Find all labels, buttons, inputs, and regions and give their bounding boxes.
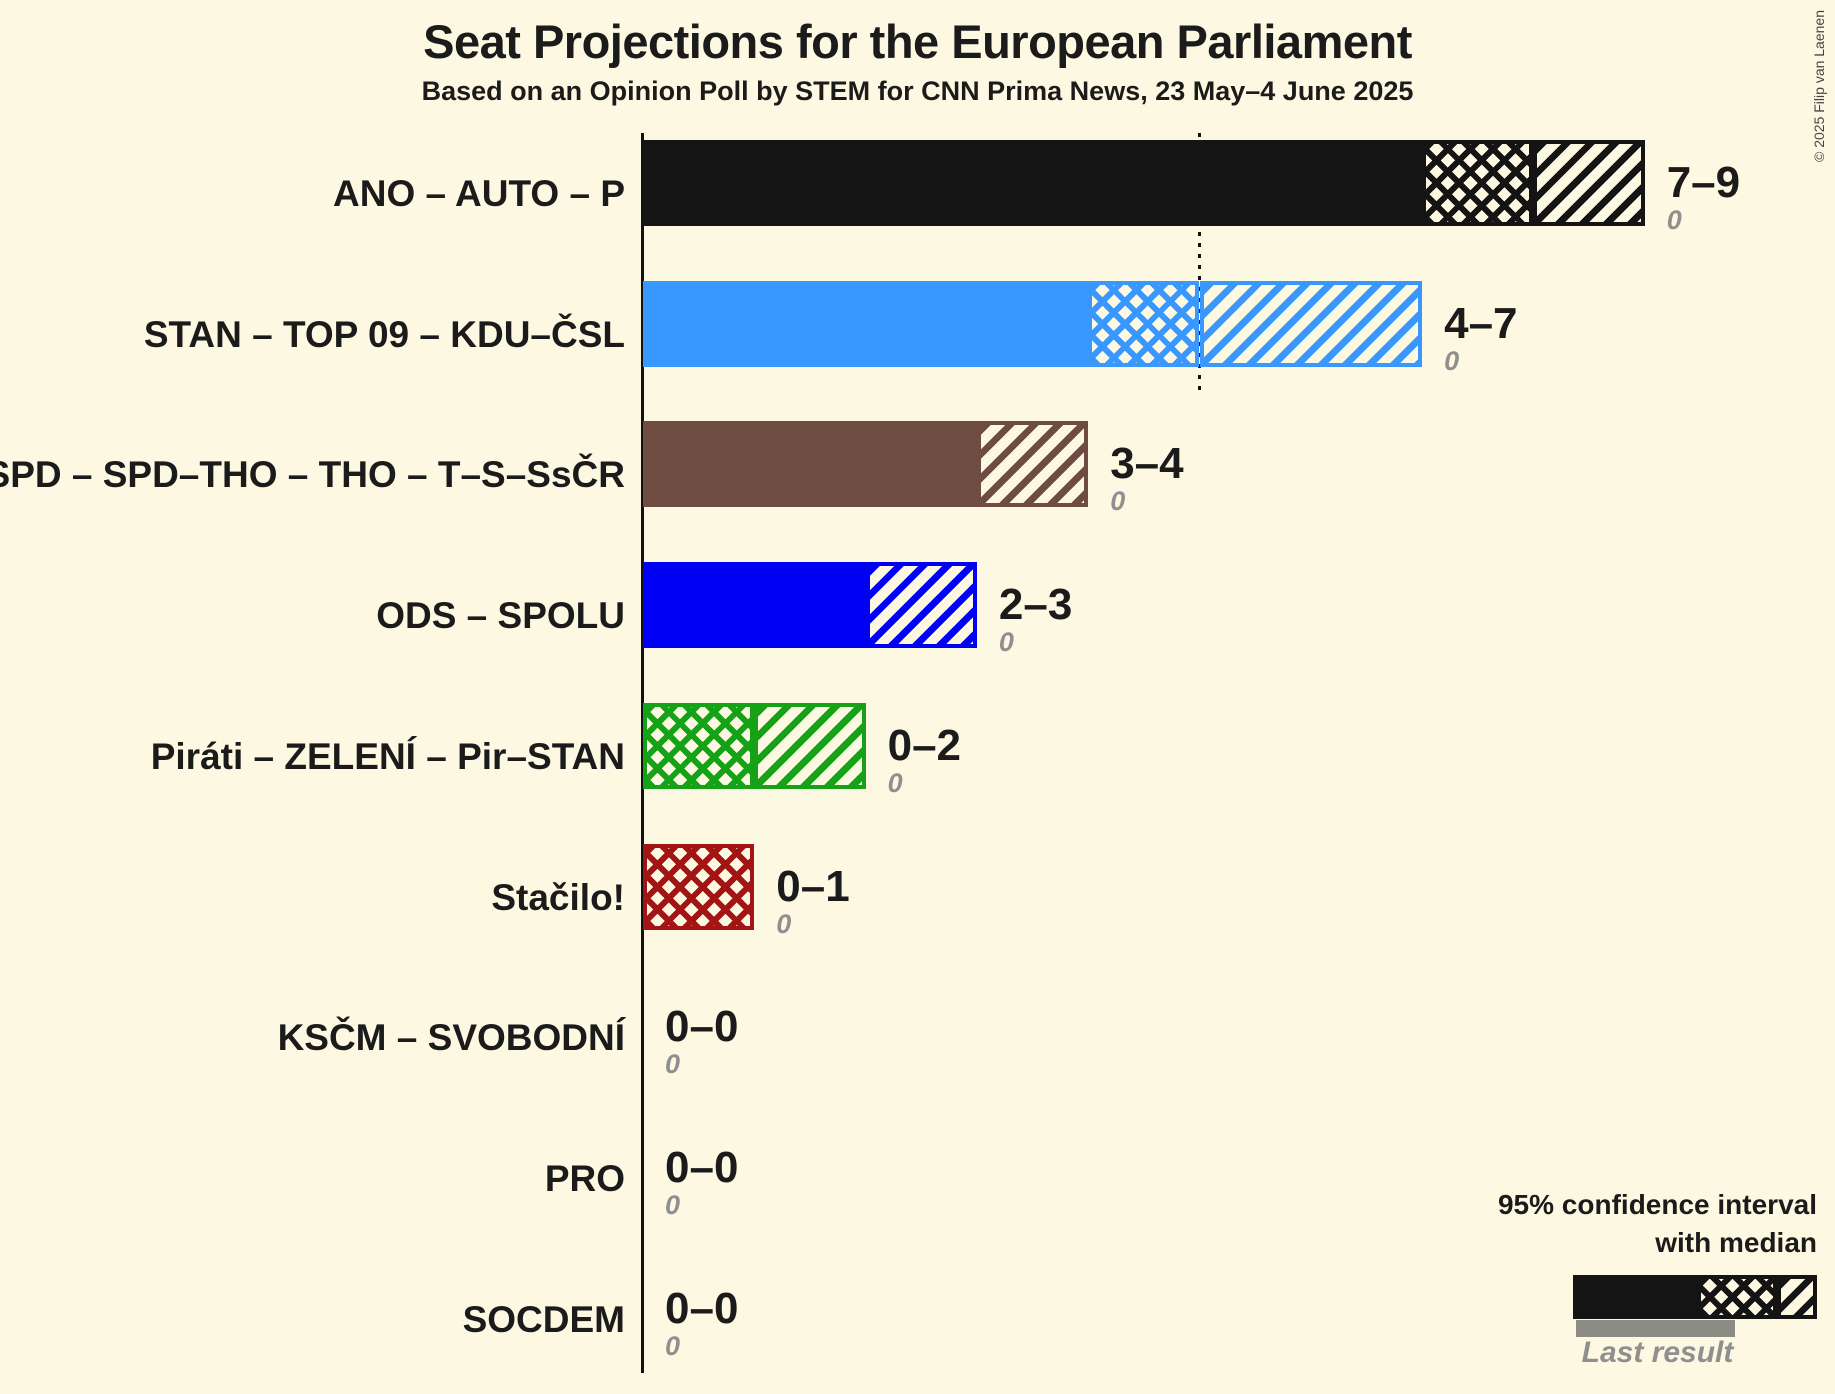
party-label: ODS – SPOLU [376, 595, 625, 636]
party-label: Piráti – ZELENÍ – Pir–STAN [150, 736, 625, 777]
legend-ci-sample-bar [1573, 1275, 1817, 1319]
party-label: Stačilo! [491, 877, 625, 918]
seat-range-label: 2–3 [998, 580, 1073, 629]
seat-range-label: 0–0 [665, 1002, 739, 1051]
chart-row: ODS – SPOLU 2–3 0 [0, 555, 1835, 696]
seat-range-label: 7–9 [1666, 158, 1741, 207]
bar-segment-median-to-ci-high [1533, 140, 1645, 226]
value-labels: 4–7 0 [1444, 302, 1517, 377]
value-labels: 0–0 0 [665, 1287, 738, 1362]
last-result-value: 0 [1666, 205, 1682, 235]
seat-range-label: 0–2 [887, 721, 962, 770]
bar-segment-ci-low-to-median [1088, 281, 1200, 367]
chart-row: PRO 0–0 0 [0, 1118, 1835, 1259]
party-label: STAN – TOP 09 – KDU–ČSL [143, 314, 625, 355]
bar-segment-median-to-ci-high [754, 703, 866, 789]
chart-row: ANO – AUTO – P 7–9 0 [0, 133, 1835, 274]
last-result-value: 0 [1110, 486, 1126, 516]
bar-segment-median-to-ci-high [1199, 281, 1423, 367]
value-labels: 7–9 0 [1667, 161, 1740, 236]
last-result-value: 0 [887, 768, 903, 798]
bar-segment-to-ci-low [643, 281, 1089, 367]
chart-title: Seat Projections for the European Parlia… [423, 15, 1412, 68]
last-result-value: 0 [665, 1190, 681, 1220]
party-label: PRO [544, 1158, 625, 1199]
chart-row: SPD – SPD–THO – THO – T–S–SsČR 3–4 0 [0, 414, 1835, 555]
party-label: SPD – SPD–THO – THO – T–S–SsČR [0, 454, 625, 495]
seat-range-label: 0–1 [776, 862, 850, 911]
legend-last-result-label: Last result [1581, 1336, 1734, 1369]
last-result-value: 0 [665, 1049, 681, 1079]
value-labels: 0–0 0 [665, 1146, 738, 1221]
last-result-value: 0 [998, 627, 1014, 657]
bar-segment-ci-low-to-median [643, 844, 755, 930]
value-labels: 0–0 0 [665, 1005, 738, 1080]
bar-segment-to-ci-low [643, 421, 977, 507]
legend-ci-line1: 95% confidence interval [1497, 1189, 1817, 1220]
legend-last-result-bar [1576, 1320, 1735, 1337]
chart-row: SOCDEM 0–0 0 [0, 1259, 1835, 1394]
legend-segment-solid [1573, 1275, 1697, 1319]
bar-segment-median-to-ci-high [865, 562, 977, 648]
y-axis-line [641, 133, 644, 1373]
legend-ci-label: 95% confidence interval with median [1498, 1186, 1817, 1262]
value-labels: 0–2 0 [888, 724, 961, 799]
bar-segment-to-ci-low [643, 140, 1423, 226]
last-result-value: 0 [1444, 346, 1460, 376]
bar-segment-ci-low-to-median [643, 703, 755, 789]
seat-range-label: 4–7 [1444, 299, 1518, 348]
seat-range-label: 0–0 [665, 1284, 739, 1333]
chart-row: Piráti – ZELENÍ – Pir–STAN 0–2 0 [0, 696, 1835, 837]
chart-row: Stačilo! 0–1 0 [0, 837, 1835, 978]
last-result-value: 0 [776, 909, 792, 939]
party-label: KSČM – SVOBODNÍ [277, 1017, 625, 1058]
bar-segment-to-ci-low [643, 562, 866, 648]
legend-ci-line2: with median [1655, 1227, 1817, 1258]
party-label: SOCDEM [462, 1299, 625, 1340]
value-labels: 0–1 0 [776, 865, 849, 940]
seat-range-label: 3–4 [1110, 439, 1184, 488]
legend-segment-crosshatch [1697, 1275, 1777, 1319]
chart-row: KSČM – SVOBODNÍ 0–0 0 [0, 977, 1835, 1118]
chart-row: STAN – TOP 09 – KDU–ČSL 4–7 0 [0, 274, 1835, 415]
chart-subtitle: Based on an Opinion Poll by STEM for CNN… [421, 76, 1414, 106]
legend-segment-diagonal [1777, 1275, 1817, 1319]
value-labels: 2–3 0 [999, 583, 1072, 658]
seat-range-label: 0–0 [665, 1143, 739, 1192]
value-labels: 3–4 0 [1110, 442, 1183, 517]
bar-segment-ci-low-to-median [1422, 140, 1534, 226]
bar-segment-median-to-ci-high [976, 421, 1089, 507]
party-label: ANO – AUTO – P [333, 173, 625, 214]
threshold-dotted-line [1198, 133, 1201, 393]
last-result-value: 0 [665, 1331, 681, 1361]
